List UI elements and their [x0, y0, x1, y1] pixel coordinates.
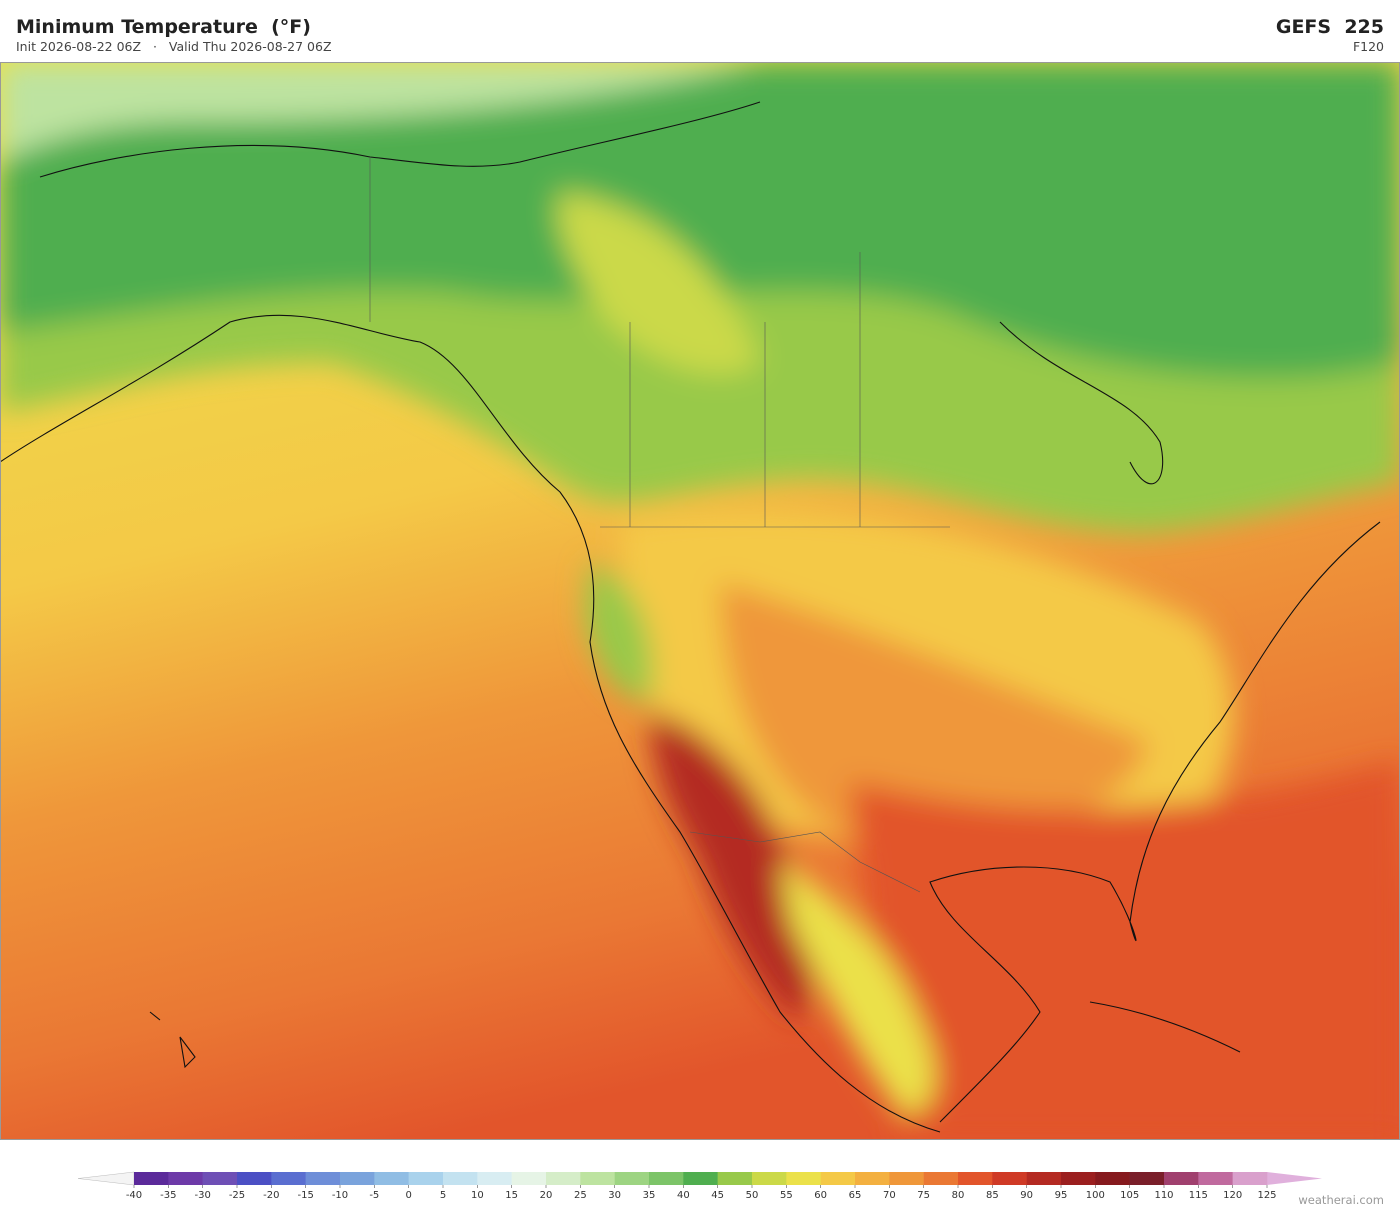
colorbar-tick-label: 105 [1120, 1190, 1139, 1201]
borders [369, 157, 950, 893]
colorbar-tick-label: 55 [780, 1190, 793, 1201]
init-time: Init 2026-08-22 06Z [16, 39, 142, 54]
colorbar-segment [1061, 1172, 1096, 1185]
colorbar-segment [1026, 1172, 1062, 1185]
colorbar-tick-label: 100 [1086, 1190, 1105, 1201]
map [0, 62, 1400, 1140]
colorbar-segment [168, 1172, 203, 1185]
colorbar-segment [752, 1172, 787, 1185]
colorbar-segment [1129, 1172, 1165, 1185]
colorbar-segment [580, 1172, 615, 1185]
colorbar-segment [202, 1172, 238, 1185]
colorbar-tick-label: -10 [332, 1190, 348, 1201]
separator: · [152, 39, 157, 54]
colorbar-segment [958, 1172, 993, 1185]
colorbar-segment [786, 1172, 821, 1185]
colorbar-tick-label: 75 [917, 1190, 930, 1201]
colorbar-segment [340, 1172, 375, 1185]
colorbar-tick-label: 25 [574, 1190, 587, 1201]
colorbar-segment [683, 1172, 718, 1185]
colorbar-tick-label: 125 [1257, 1190, 1276, 1201]
colorbar-tick-label: 115 [1189, 1190, 1208, 1201]
colorbar-segment [717, 1172, 753, 1185]
colorbar-segment [271, 1172, 306, 1185]
colorbar-segment [649, 1172, 684, 1185]
colorbar-under [77, 1171, 135, 1186]
colorbar-segment [614, 1172, 650, 1185]
colorbar-segment [923, 1172, 959, 1185]
colorbar-segment [134, 1172, 169, 1185]
colorbar-tick-label: -40 [126, 1190, 142, 1201]
colorbar-tick-label: 20 [540, 1190, 553, 1201]
colorbar-tick-label: 120 [1223, 1190, 1242, 1201]
colorbar-segment [1095, 1172, 1130, 1185]
colorbar-tick-label: 80 [952, 1190, 965, 1201]
colorbar-segment [889, 1172, 924, 1185]
forecast-hour: F120 [1352, 39, 1384, 54]
colorbar-segment [374, 1172, 409, 1185]
colorbar-tick-label: 40 [677, 1190, 690, 1201]
colorbar-tick-label: -25 [229, 1190, 245, 1201]
colorbar-tick-label: 50 [746, 1190, 759, 1201]
coastlines [0, 101, 1381, 1133]
colorbar-tick-label: -20 [263, 1190, 279, 1201]
colorbar-tick-label: -35 [160, 1190, 176, 1201]
valid-time: Valid Thu 2026-08-27 06Z [168, 39, 332, 54]
colorbar-tick-label: 95 [1055, 1190, 1068, 1201]
model-name: GEFS 225 [1275, 16, 1384, 38]
colorbar-tick-label: 10 [471, 1190, 484, 1201]
colorbar-segment [408, 1172, 444, 1185]
colorbar-tick-label: 70 [883, 1190, 896, 1201]
temperature-field [0, 62, 1400, 1140]
map-title: Minimum Temperature (°F) [16, 16, 311, 38]
colorbar-segment [1164, 1172, 1199, 1185]
colorbar-segment [1232, 1172, 1268, 1185]
colorbar-tick-label: -15 [297, 1190, 313, 1201]
colorbar-segment [1198, 1172, 1233, 1185]
colorbar-segment [237, 1172, 272, 1185]
colorbar-segment [477, 1172, 512, 1185]
colorbar-tick-label: 35 [643, 1190, 656, 1201]
colorbar-tick-label: 85 [986, 1190, 999, 1201]
subtitle: Init 2026-08-22 06Z · Valid Thu 2026-08-… [16, 39, 332, 54]
colorbar-segment [855, 1172, 890, 1185]
colorbar-tick-label: 15 [505, 1190, 518, 1201]
colorbar-segment [820, 1172, 856, 1185]
colorbar-tick-label: -5 [369, 1190, 379, 1201]
colorbar-tick-label: -30 [194, 1190, 210, 1201]
colorbar-tick-label: 110 [1154, 1190, 1173, 1201]
colorbar-segment [511, 1172, 547, 1185]
colorbar-tick-label: 30 [608, 1190, 621, 1201]
credit: weatherai.com [1298, 1193, 1384, 1207]
colorbar-tick-label: 60 [814, 1190, 827, 1201]
colorbar-segment [992, 1172, 1027, 1185]
colorbar-tick-label: 45 [711, 1190, 724, 1201]
colorbar-segment [305, 1172, 341, 1185]
colorbar-tick-label: 0 [405, 1190, 411, 1201]
colorbar-segment [546, 1172, 581, 1185]
colorbar-tick-label: 5 [440, 1190, 446, 1201]
colorbar-tick-label: 90 [1020, 1190, 1033, 1201]
colorbar-over [1267, 1172, 1322, 1185]
colorbar-segment [443, 1172, 478, 1185]
colorbar-tick-label: 65 [849, 1190, 862, 1201]
colorbar: -40 -35 -30 -25 -20 -15 -10 -5 0 5 10 15 20 25 30 35 40 4… [77, 1171, 1322, 1201]
